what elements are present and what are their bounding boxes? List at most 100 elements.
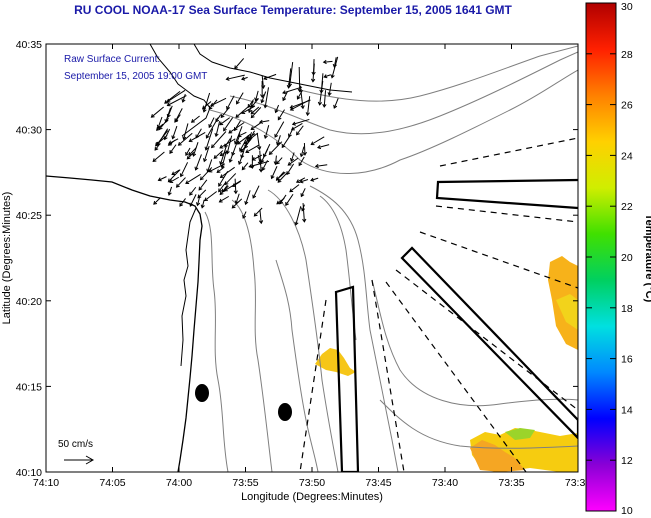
current-vector bbox=[289, 184, 300, 193]
current-vector-head bbox=[291, 121, 296, 126]
y-axis: 40:35 40:30 40:25 40:20 40:15 40:10 bbox=[16, 39, 578, 479]
current-vector-head bbox=[287, 161, 292, 166]
current-vector-head bbox=[169, 179, 174, 183]
current-vector bbox=[221, 150, 227, 168]
current-vector bbox=[310, 177, 319, 181]
current-vector-head bbox=[322, 59, 327, 65]
current-vector bbox=[319, 80, 324, 105]
current-vector-head bbox=[208, 105, 213, 110]
current-vector bbox=[189, 132, 206, 142]
current-vector bbox=[251, 98, 260, 108]
current-vector-head bbox=[233, 190, 238, 195]
current-vector-head bbox=[260, 94, 265, 99]
current-vector bbox=[220, 150, 229, 156]
current-vector-head bbox=[298, 162, 303, 167]
x-axis-label: Longitude (Degrees:Minutes) bbox=[241, 491, 383, 503]
current-vector-head bbox=[258, 220, 264, 225]
sst-patch-south-east-green bbox=[505, 428, 535, 440]
current-vector bbox=[274, 155, 277, 165]
current-vector-head bbox=[260, 99, 265, 104]
current-vector bbox=[301, 204, 305, 211]
current-vector bbox=[277, 172, 288, 183]
current-vector-head bbox=[202, 108, 207, 113]
current-vector-head bbox=[236, 100, 240, 105]
current-vector-head bbox=[154, 146, 159, 151]
current-vector bbox=[307, 96, 311, 116]
current-vector bbox=[245, 190, 251, 205]
x-tick-label: 74:10 bbox=[33, 477, 59, 489]
current-vector bbox=[153, 197, 161, 205]
current-vector-head bbox=[218, 198, 223, 203]
current-vector-head bbox=[302, 218, 307, 223]
colorbar-tick-label: 20 bbox=[621, 252, 633, 264]
current-vector-head bbox=[167, 191, 172, 196]
current-vector-head bbox=[257, 146, 262, 151]
current-vector-head bbox=[153, 200, 158, 205]
current-vectors bbox=[150, 56, 339, 226]
current-vector bbox=[238, 152, 244, 165]
current-vector-head bbox=[314, 163, 319, 169]
current-vector-head bbox=[224, 181, 229, 186]
current-vector-head bbox=[152, 158, 157, 162]
current-vector-head bbox=[225, 76, 230, 81]
current-vector bbox=[260, 148, 269, 163]
colorbar-tick-label: 26 bbox=[621, 100, 633, 112]
current-vector-head bbox=[263, 104, 268, 109]
current-vector bbox=[333, 57, 337, 68]
current-vector-head bbox=[219, 191, 224, 196]
current-vector bbox=[205, 128, 214, 151]
current-vector-head bbox=[237, 160, 243, 165]
current-vector-head bbox=[199, 176, 204, 181]
current-vector bbox=[189, 186, 197, 196]
current-vector-head bbox=[220, 164, 225, 169]
long-island-shore bbox=[193, 44, 353, 93]
current-vector-head bbox=[241, 166, 246, 171]
current-vector bbox=[250, 122, 262, 130]
current-vector bbox=[250, 106, 260, 114]
current-vector-head bbox=[333, 104, 338, 109]
current-vector-head bbox=[239, 147, 243, 152]
current-vector bbox=[282, 86, 303, 94]
annotation-line-1: Raw Surface Current: bbox=[64, 54, 160, 65]
current-vector-head bbox=[279, 200, 284, 205]
current-vector bbox=[241, 162, 249, 170]
current-vector-head bbox=[220, 114, 225, 119]
current-vector-head bbox=[317, 101, 323, 106]
current-vector bbox=[207, 159, 213, 173]
current-vector-head bbox=[323, 74, 328, 79]
y-tick-label: 40:15 bbox=[16, 381, 42, 393]
current-vector-head bbox=[250, 114, 255, 119]
current-vector-head bbox=[252, 194, 257, 199]
current-vector-head bbox=[317, 144, 322, 150]
box-east-diagonal bbox=[400, 246, 578, 440]
current-vector bbox=[256, 133, 261, 150]
current-vector-head bbox=[282, 90, 287, 95]
x-tick-label: 73:30 bbox=[565, 477, 591, 489]
current-vector bbox=[168, 186, 173, 196]
current-vector-head bbox=[263, 134, 268, 139]
current-vector bbox=[169, 144, 177, 154]
current-vector-head bbox=[174, 118, 179, 123]
current-vector-head bbox=[186, 155, 191, 160]
colorbar-tick-label: 28 bbox=[621, 49, 633, 61]
current-vector-head bbox=[294, 221, 299, 226]
marker-east bbox=[278, 403, 292, 421]
current-vector-head bbox=[194, 166, 199, 171]
x-tick-label: 73:40 bbox=[432, 477, 458, 489]
current-vector bbox=[311, 136, 325, 145]
current-vector-head bbox=[276, 200, 281, 205]
current-vector-head bbox=[285, 201, 289, 206]
current-vector bbox=[178, 132, 193, 146]
current-vector-head bbox=[253, 212, 258, 217]
x-tick-label: 73:35 bbox=[498, 477, 524, 489]
current-vector-head bbox=[246, 135, 251, 140]
current-vector-head bbox=[270, 175, 275, 180]
current-vector bbox=[176, 177, 186, 188]
current-vector bbox=[285, 194, 294, 206]
current-vector bbox=[298, 156, 305, 166]
current-vector bbox=[159, 117, 169, 130]
y-tick-label: 40:20 bbox=[16, 296, 42, 308]
x-tick-label: 73:55 bbox=[232, 477, 258, 489]
current-vector bbox=[219, 145, 227, 165]
current-vector bbox=[245, 144, 260, 153]
